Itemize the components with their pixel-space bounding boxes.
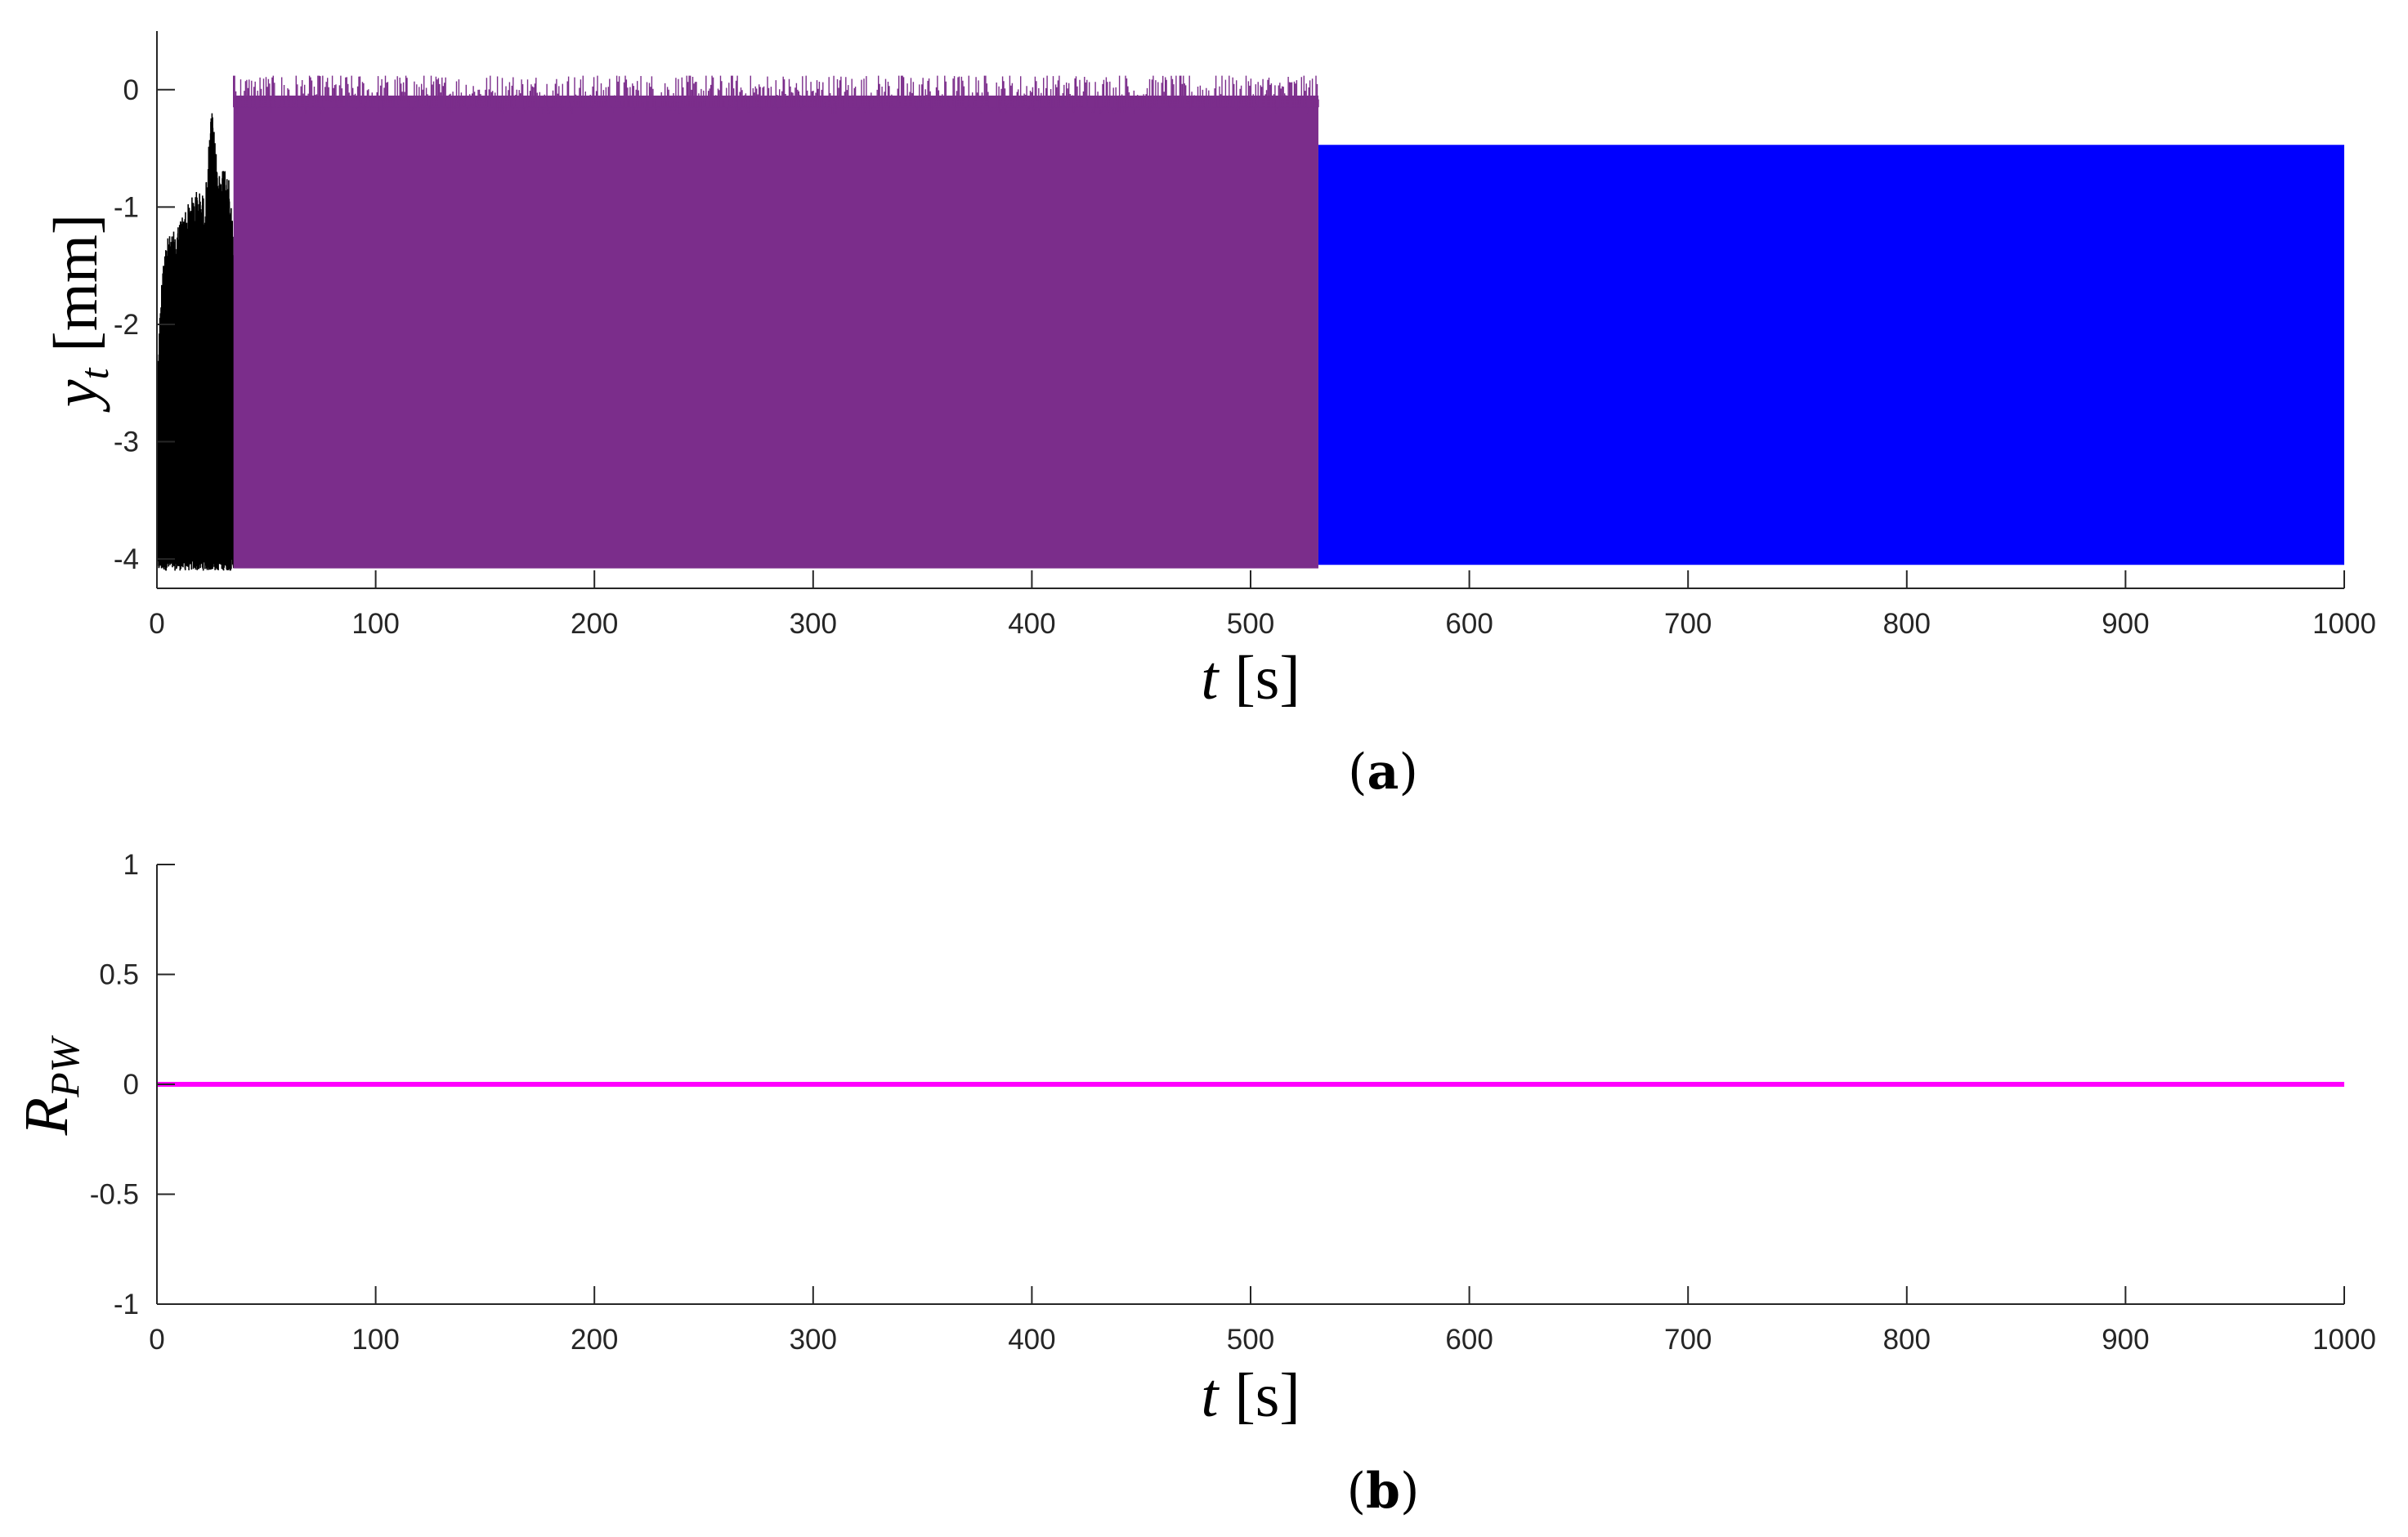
panel-a-y-tick-label: -3: [114, 427, 139, 458]
panel-a-x-tick-label: 100: [351, 608, 399, 640]
panel-a-y-tick-label: -1: [114, 191, 139, 223]
panel-b-x-ticks: 0 100 200 300 400 500 600 700 800 900 1000: [149, 1286, 2376, 1356]
panel-b-y-tick-label: -0.5: [90, 1179, 139, 1211]
panel-b-caption: (b): [1347, 1463, 1420, 1520]
panel-a: 0 100 200 300 400 500 600 700 800 900 1000 0 -1 -2 -3…: [42, 31, 2376, 801]
panel-a-x-tick-label: 700: [1664, 608, 1712, 640]
panel-a-y-tick-label: -4: [114, 543, 139, 575]
panel-a-series-black: [156, 113, 235, 571]
panel-b-x-tick-label: 500: [1227, 1324, 1274, 1356]
panel-b-x-tick-label: 0: [149, 1324, 164, 1356]
panel-a-x-tick-label: 200: [571, 608, 618, 640]
panel-b-y-tick-label: -1: [114, 1289, 139, 1320]
panel-b-y-label: RPW: [12, 1034, 87, 1136]
panel-b-x-tick-label: 800: [1883, 1324, 1931, 1356]
panel-a-series-purple-peaks: [233, 75, 1319, 114]
panel-b-y-tick-label: 1: [123, 849, 139, 881]
panel-a-series-purple: [233, 95, 1318, 569]
panel-a-x-ticks: 0 100 200 300 400 500 600 700 800 900 1000: [149, 570, 2376, 640]
panel-b-y-tick-label: 0: [123, 1069, 139, 1101]
panel-a-y-tick-label: 0: [123, 74, 139, 106]
panel-b-y-tick-label: 0.5: [99, 959, 139, 991]
panel-a-y-label: yt[mm]: [42, 214, 117, 413]
panel-a-series-blue: [1318, 145, 2344, 565]
panel-a-x-tick-label: 900: [2101, 608, 2149, 640]
panel-b-x-tick-label: 900: [2101, 1324, 2149, 1356]
panel-a-x-tick-label: 1000: [2312, 608, 2376, 640]
panel-a-x-tick-label: 300: [790, 608, 837, 640]
panel-b-x-label: t [s]: [1201, 1361, 1300, 1430]
panel-b-x-tick-label: 600: [1445, 1324, 1493, 1356]
panel-b-x-tick-label: 1000: [2312, 1324, 2376, 1356]
panel-b-y-ticks: 1 0.5 0 -0.5 -1: [90, 849, 175, 1320]
panel-a-y-ticks: 0 -1 -2 -3 -4: [114, 74, 175, 575]
panel-b-x-tick-label: 300: [790, 1324, 837, 1356]
panel-a-x-tick-label: 800: [1883, 608, 1931, 640]
panel-b-x-tick-label: 200: [571, 1324, 618, 1356]
panel-b-x-tick-label: 400: [1008, 1324, 1055, 1356]
panel-a-x-tick-label: 0: [149, 608, 164, 640]
panel-a-data-layer: [156, 75, 2344, 571]
panel-a-caption: (a): [1348, 744, 1418, 801]
panel-a-x-tick-label: 600: [1445, 608, 1493, 640]
panel-b: 0 100 200 300 400 500 600 700 800 900 1000 1 0.5 0 -0…: [12, 849, 2376, 1520]
panel-a-y-tick-label: -2: [114, 309, 139, 341]
panel-a-x-tick-label: 500: [1227, 608, 1274, 640]
panel-a-x-label: t [s]: [1201, 644, 1300, 713]
panel-b-x-tick-label: 100: [351, 1324, 399, 1356]
panel-a-x-tick-label: 400: [1008, 608, 1055, 640]
panel-b-x-tick-label: 700: [1664, 1324, 1712, 1356]
